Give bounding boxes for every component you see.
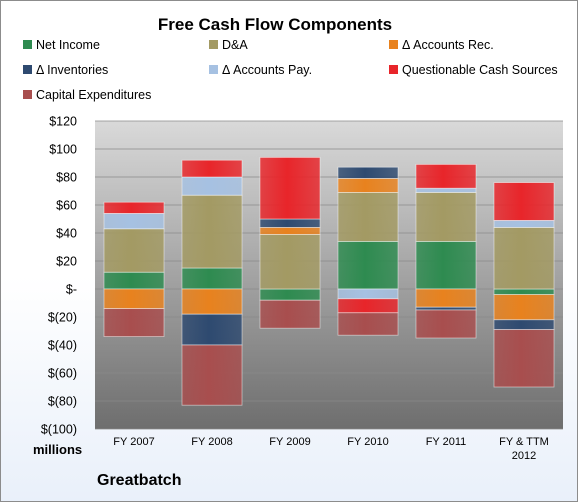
- bar-segment: [337, 312, 399, 336]
- bar-segment: [181, 313, 243, 346]
- legend-item: D&A: [209, 38, 248, 52]
- bar-segment: [337, 166, 399, 179]
- legend-label: Capital Expenditures: [36, 88, 152, 102]
- y-tick-label: $100: [49, 143, 77, 157]
- legend-label: Δ Inventories: [36, 63, 109, 77]
- bar-segment: [337, 288, 399, 300]
- bar-segment: [493, 226, 555, 290]
- x-tick-label: FY 2008: [191, 436, 232, 448]
- bar-segment: [181, 288, 243, 315]
- legend-swatch: [209, 65, 218, 74]
- y-tick-label: $(80): [48, 395, 77, 409]
- x-tick-label: FY 2007: [113, 436, 154, 448]
- legend-swatch: [23, 90, 32, 99]
- bar-segment: [103, 201, 165, 214]
- x-tick-label: 2012: [512, 450, 536, 462]
- x-tick-label: FY 2011: [426, 436, 467, 448]
- legend-swatch: [389, 40, 398, 49]
- bar-segment: [493, 294, 555, 321]
- y-tick-label: $(100): [41, 423, 77, 437]
- bar-segment: [415, 288, 477, 308]
- plot-area: [95, 121, 563, 429]
- y-tick-label: $(60): [48, 367, 77, 381]
- bar-segment: [259, 226, 321, 235]
- bar-segment: [337, 298, 399, 314]
- bar-segment: [415, 187, 477, 193]
- y-tick-label: $80: [56, 171, 77, 185]
- bar-segment: [415, 306, 477, 311]
- y-tick-label: $(40): [48, 339, 77, 353]
- bar-segment: [493, 319, 555, 330]
- bar-segment: [181, 194, 243, 269]
- bar-segment: [181, 344, 243, 406]
- x-tick-label: FY 2009: [269, 436, 310, 448]
- bar-segment: [103, 308, 165, 338]
- bar-segment: [259, 218, 321, 228]
- bar-segment: [181, 159, 243, 178]
- legend-label: D&A: [222, 38, 248, 52]
- bar-segment: [415, 240, 477, 290]
- bar-segment: [259, 233, 321, 290]
- legend-item: Net Income: [23, 38, 100, 52]
- bar-segment: [103, 288, 165, 310]
- bar-segment: [337, 191, 399, 242]
- bar-segment: [259, 299, 321, 329]
- legend-swatch: [23, 65, 32, 74]
- legend-label: Δ Accounts Pay.: [222, 63, 313, 77]
- bar-segment: [259, 156, 321, 220]
- legend-swatch: [209, 40, 218, 49]
- legend-swatch: [389, 65, 398, 74]
- bar-segment: [493, 329, 555, 388]
- company-name: Greatbatch: [97, 472, 182, 489]
- bar-segment: [337, 177, 399, 193]
- y-tick-label: $20: [56, 255, 77, 269]
- x-tick-label: FY 2010: [347, 436, 388, 448]
- bar-segment: [181, 267, 243, 290]
- legend-item: Δ Accounts Pay.: [209, 63, 312, 77]
- bar-segment: [337, 240, 399, 290]
- y-tick-label: $60: [56, 199, 77, 213]
- bar-segment: [103, 271, 165, 290]
- bar-segment: [181, 176, 243, 196]
- bar-segment: [493, 288, 555, 295]
- bar-segment: [493, 182, 555, 221]
- y-tick-label: $40: [56, 227, 77, 241]
- legend: Net Income D&A Δ Accounts Rec. Δ Inventorie…: [23, 38, 563, 108]
- legend-item: Questionable Cash Sources: [389, 63, 558, 77]
- units-label: millions: [33, 442, 83, 457]
- bar-segment: [415, 309, 477, 339]
- bar-segment: [259, 288, 321, 301]
- legend-item: Capital Expenditures: [23, 88, 151, 102]
- x-tick-label: FY & TTM: [499, 436, 549, 448]
- bar-segment: [415, 191, 477, 242]
- y-tick-label: $120: [49, 115, 77, 129]
- chart-title: Free Cash Flow Components: [157, 15, 393, 34]
- legend-label: Net Income: [36, 38, 100, 52]
- legend-swatch: [23, 40, 32, 49]
- legend-item: Δ Accounts Rec.: [389, 38, 494, 52]
- bar-segment: [103, 212, 165, 230]
- legend-label: Questionable Cash Sources: [402, 63, 558, 77]
- y-tick-label: $(20): [48, 311, 77, 325]
- legend-label: Δ Accounts Rec.: [402, 38, 494, 52]
- bar-segment: [415, 163, 477, 189]
- legend-item: Δ Inventories: [23, 63, 108, 77]
- bar-segment: [493, 219, 555, 228]
- bar-segment: [103, 228, 165, 273]
- y-tick-label: $-: [66, 283, 77, 297]
